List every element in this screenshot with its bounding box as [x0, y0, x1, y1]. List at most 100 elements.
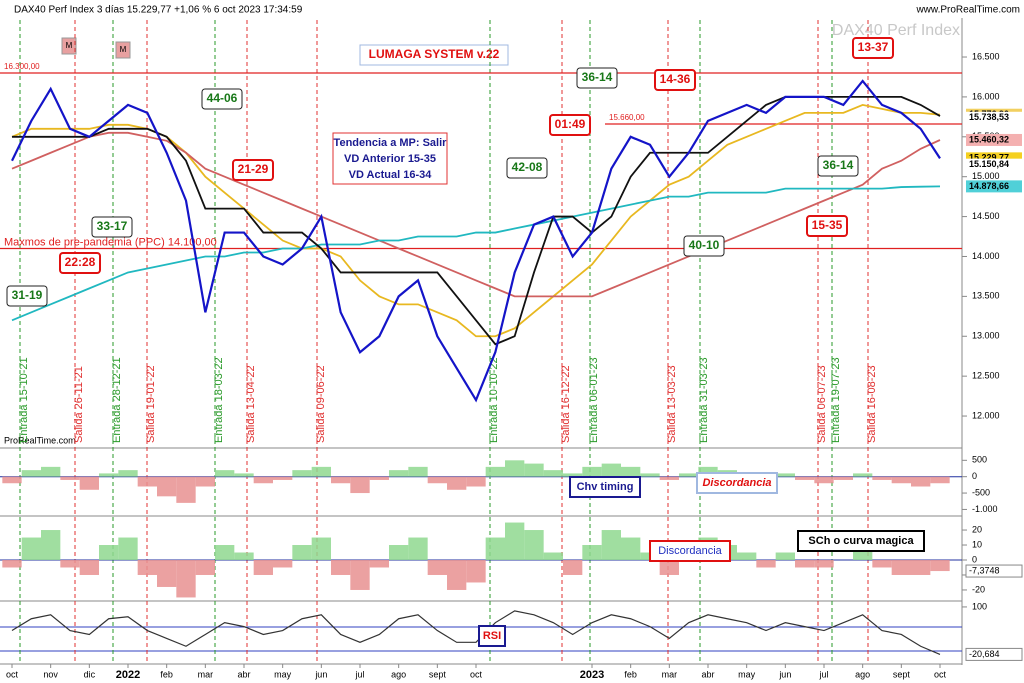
- indicator-bar: [466, 476, 486, 487]
- indicator-bar: [737, 552, 757, 560]
- indicator-bar: [427, 476, 447, 484]
- x-tick-label: oct: [6, 669, 19, 679]
- indicator-bar: [234, 473, 254, 477]
- indicator-bar: [853, 473, 873, 477]
- note: VD Actual 16-34: [349, 169, 433, 181]
- marker: [115, 41, 131, 59]
- indicator-note-box: [696, 472, 778, 494]
- y-tick-label: 0: [972, 471, 977, 481]
- indicator-bar: [41, 466, 61, 477]
- y-tick-label: 14.000: [972, 251, 1000, 261]
- indicator-bar: [408, 466, 428, 477]
- indicator-bar: [621, 537, 641, 560]
- indicator-bar: [137, 476, 157, 487]
- indicator-bar: [911, 559, 931, 575]
- annotation-box: [232, 159, 274, 181]
- price-label: 14.878,66: [969, 181, 1009, 191]
- signal-label: Entrada 10-10-22: [488, 357, 500, 443]
- indicator-bar: [775, 473, 795, 477]
- x-tick-label: sept: [893, 669, 911, 679]
- indicator-note: Discordancia: [658, 545, 722, 557]
- header-site: www.ProRealTime.com: [915, 5, 1020, 16]
- indicator-bar: [756, 559, 776, 568]
- annotation: 13-37: [858, 40, 889, 54]
- indicator-bar: [524, 463, 544, 477]
- watermark: DAX40 Perf Index: [832, 22, 960, 39]
- annotation: 01:49: [555, 117, 586, 131]
- indicator-note: Discordancia: [702, 477, 771, 489]
- y-tick-label: 100: [972, 601, 987, 611]
- y-tick-label: 14.500: [972, 211, 1000, 221]
- note-box: [332, 132, 448, 185]
- x-tick-label: sept: [429, 669, 447, 679]
- price-label-box: [966, 111, 1022, 124]
- indicator-bar: [137, 559, 157, 575]
- indicator-bar: [466, 559, 486, 583]
- indicator-bar: [679, 473, 699, 477]
- price-label: 15.229,77: [969, 153, 1009, 163]
- value-label: -20,684: [969, 649, 1000, 659]
- indicator-bar: [543, 552, 563, 560]
- indicator-bar: [891, 559, 911, 575]
- x-tick-label: dic: [84, 669, 96, 679]
- indicator-bar: [331, 559, 351, 575]
- indicator-bar: [505, 522, 525, 560]
- annotation-box: [549, 114, 591, 136]
- indicator-bar: [795, 476, 815, 480]
- indicator-bar: [41, 530, 61, 560]
- value-label: -7,3748: [969, 565, 1000, 575]
- indicator-bar: [369, 476, 389, 480]
- indicator-bar: [118, 470, 138, 477]
- indicator-bar: [640, 473, 660, 477]
- marker: [61, 37, 77, 55]
- indicator-bar: [273, 476, 293, 480]
- y-tick-label: -20: [972, 584, 985, 594]
- indicator-bar: [60, 559, 80, 568]
- level-label: Maxmos de pre-pandemia (PPC) 14.100,00: [4, 236, 217, 248]
- price-label: 15.150,84: [969, 159, 1009, 169]
- annotation: 42-08: [512, 160, 543, 174]
- indicator-bar: [350, 559, 370, 590]
- annotation: 36-14: [823, 158, 854, 172]
- y-tick-label: 20: [972, 524, 982, 534]
- annotation-box: [576, 67, 618, 89]
- indicator-bar: [369, 559, 389, 568]
- indicator-bar: [891, 476, 911, 484]
- annotation: 31-19: [12, 288, 43, 302]
- x-tick-label: may: [274, 669, 292, 679]
- x-tick-label: feb: [624, 669, 637, 679]
- annotation: 22:28: [65, 255, 96, 269]
- series-line: [11, 79, 941, 403]
- x-tick-label: nov: [43, 669, 58, 679]
- indicator-bar: [872, 476, 892, 480]
- indicator-bar: [253, 476, 273, 484]
- indicator-bar: [60, 476, 80, 480]
- indicator-bar: [118, 537, 138, 560]
- y-tick-label: -500: [972, 487, 990, 497]
- signal-label: Salida 16-08-23: [866, 365, 878, 443]
- x-tick-label: jun: [778, 669, 791, 679]
- indicator-bar: [273, 559, 293, 568]
- price-label-box: [966, 180, 1022, 193]
- indicator-bar: [2, 559, 22, 568]
- title-box: [359, 44, 509, 66]
- indicator-bar: [814, 476, 834, 484]
- indicator-bar: [21, 470, 41, 477]
- note: Tendencia a MP: Salir: [334, 137, 448, 149]
- x-tick-label: mar: [662, 669, 678, 679]
- value-box: [965, 647, 1023, 661]
- indicator-bar: [659, 476, 679, 480]
- indicator-bar: [563, 473, 583, 477]
- annotation-box: [6, 285, 48, 307]
- indicator-bar: [485, 466, 505, 477]
- x-tick-label: ago: [855, 669, 870, 679]
- signal-label: Entrada 06-01-23: [588, 357, 600, 443]
- indicator-bar: [195, 476, 215, 487]
- annotation-box: [654, 69, 696, 91]
- x-tick-label: jun: [314, 669, 327, 679]
- note: VD Anterior 15-35: [344, 153, 436, 165]
- signal-label: Entrada 31-03-23: [698, 357, 710, 443]
- indicator-bar: [601, 463, 621, 477]
